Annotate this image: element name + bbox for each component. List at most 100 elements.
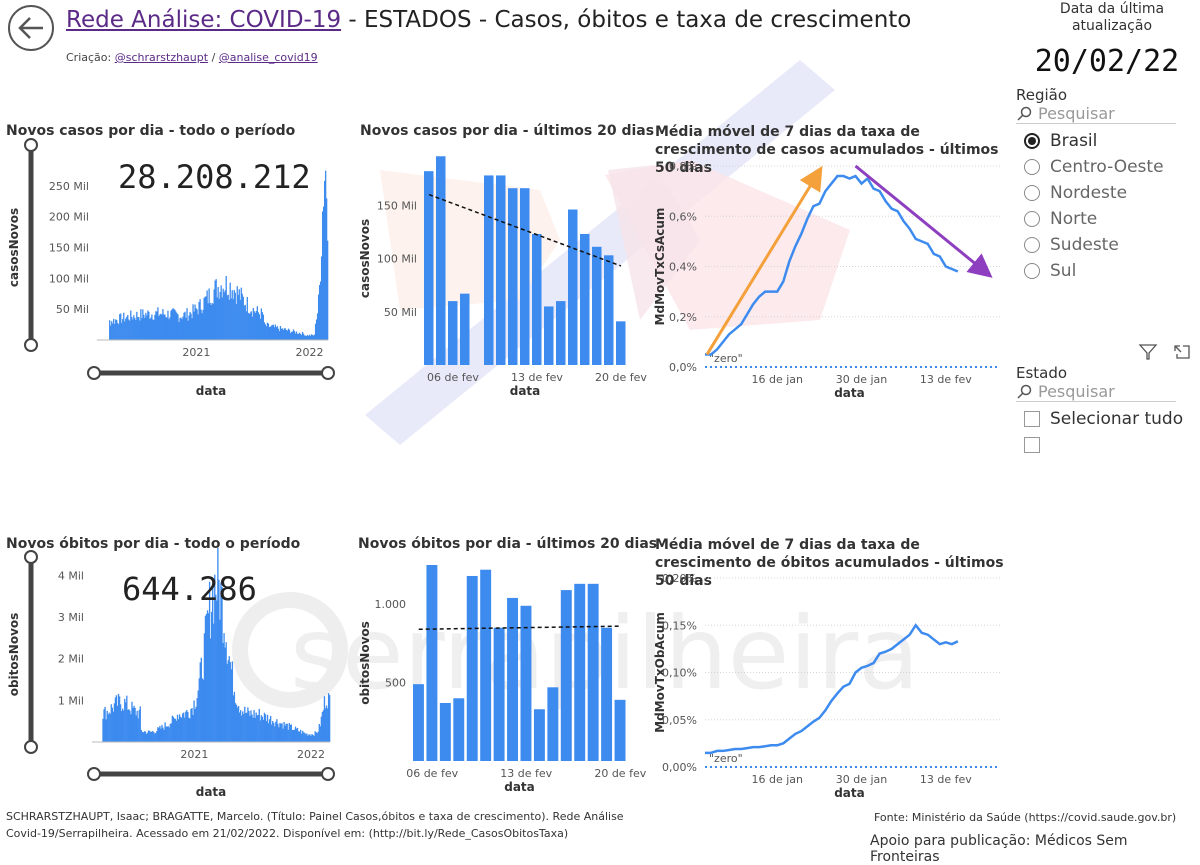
- bar: [231, 661, 234, 742]
- bar: [187, 712, 189, 742]
- bar: [248, 313, 250, 340]
- y-axis-label: casosNovos: [7, 208, 21, 287]
- bar: [580, 234, 590, 365]
- bar: [248, 710, 250, 742]
- bar: [426, 565, 438, 761]
- bar: [121, 322, 123, 340]
- bar: [115, 319, 117, 340]
- bar: [275, 721, 277, 742]
- bar: [286, 723, 288, 742]
- bar: [574, 583, 586, 761]
- bar: [276, 719, 278, 742]
- support-note: Apoio para publicação: Médicos Sem Front…: [870, 833, 1128, 865]
- trend-line: [428, 193, 622, 267]
- region-slicer: Região Pesquisar Brasil Centro-Oeste Norde…: [1016, 86, 1176, 284]
- bar: [274, 726, 276, 742]
- x-tick-label: 2022: [297, 748, 325, 761]
- bar: [252, 717, 254, 742]
- bar: [273, 722, 275, 742]
- x-axis-label: data: [504, 780, 535, 794]
- bar: [110, 325, 112, 340]
- chart-cases-all: casosNovos 50 Mil 100 Mil 150 Mil 200 Mil 250…: [7, 138, 335, 398]
- filter-icon[interactable]: [1138, 343, 1158, 361]
- focus-mode-icon[interactable]: [1172, 343, 1192, 361]
- slider-handle: [24, 138, 38, 152]
- y-tick-label: 1.000: [375, 598, 407, 611]
- region-option-brasil[interactable]: Brasil: [1024, 128, 1176, 154]
- bar: [167, 310, 169, 340]
- bar: [114, 697, 117, 742]
- bar: [223, 292, 225, 340]
- bar: [159, 314, 161, 340]
- bar: [147, 730, 150, 742]
- bar: [161, 314, 163, 340]
- bar: [153, 319, 155, 340]
- region-search[interactable]: Pesquisar: [1016, 104, 1176, 124]
- zero-label: "zero": [709, 352, 743, 365]
- update-date: 20/02/22: [1034, 44, 1180, 79]
- y-tick-label: 0,10%: [662, 667, 697, 680]
- bar: [199, 662, 201, 742]
- bar: [262, 314, 265, 340]
- region-option-nordeste[interactable]: Nordeste: [1024, 180, 1176, 206]
- bar: [168, 319, 170, 340]
- title-link[interactable]: Rede Análise: COVID-19: [66, 7, 342, 33]
- bar: [111, 707, 113, 742]
- radio-button[interactable]: [1024, 185, 1040, 201]
- radio-button[interactable]: [1024, 211, 1040, 227]
- bar: [256, 715, 258, 742]
- search-icon: [1017, 106, 1032, 121]
- credit-link-2[interactable]: @analise_covid19: [218, 51, 318, 64]
- bar: [218, 579, 220, 742]
- bar: [250, 311, 252, 340]
- bar: [125, 318, 127, 340]
- bar: [148, 730, 151, 742]
- bar: [508, 188, 518, 365]
- bar: [297, 731, 300, 742]
- chart-cases-20: casosNovos 50 Mil 100 Mil 150 Mil 06 de fev 1…: [358, 156, 647, 398]
- state-search[interactable]: Pesquisar: [1016, 382, 1176, 402]
- bar: [132, 707, 134, 742]
- back-button[interactable]: [8, 5, 54, 51]
- region-option-centro-oeste[interactable]: Centro-Oeste: [1024, 154, 1176, 180]
- state-slicer: Estado Pesquisar Selecionar tudo: [1016, 364, 1183, 458]
- region-option-sul[interactable]: Sul: [1024, 258, 1176, 284]
- select-all-checkbox[interactable]: [1024, 411, 1040, 427]
- bar: [216, 297, 218, 340]
- bar: [484, 175, 494, 365]
- bar: [236, 707, 239, 742]
- state-select-all[interactable]: Selecionar tudo: [1024, 406, 1183, 432]
- credit-link-1[interactable]: @schrarstzhaupt: [114, 51, 209, 64]
- radio-button[interactable]: [1024, 133, 1040, 149]
- bar: [160, 313, 162, 340]
- radio-button[interactable]: [1024, 263, 1040, 279]
- bar: [316, 313, 319, 340]
- bar: [258, 314, 261, 340]
- bar: [249, 715, 251, 742]
- bar: [272, 324, 275, 340]
- bar: [112, 323, 114, 340]
- blank-option-checkbox[interactable]: [1024, 437, 1040, 453]
- bar: [286, 330, 289, 340]
- bar: [266, 322, 269, 340]
- bar: [178, 714, 181, 742]
- radio-button[interactable]: [1024, 237, 1040, 253]
- citation: SCHRARSTZHAUPT, Isaac; BRAGATTE, Marcelo…: [6, 808, 624, 842]
- bar: [131, 316, 133, 340]
- bar: [141, 318, 143, 340]
- bar: [282, 330, 285, 340]
- bar: [227, 660, 229, 742]
- radio-button[interactable]: [1024, 159, 1040, 175]
- bar: [203, 297, 205, 340]
- bar: [271, 724, 273, 742]
- bar: [277, 723, 279, 742]
- state-option-blank[interactable]: [1024, 432, 1183, 458]
- bar: [317, 731, 319, 742]
- bar: [237, 706, 240, 742]
- bar: [276, 326, 279, 340]
- region-option-norte[interactable]: Norte: [1024, 206, 1176, 232]
- y-tick-label: 0,6%: [669, 210, 697, 223]
- region-option-sudeste[interactable]: Sudeste: [1024, 232, 1176, 258]
- bar: [298, 332, 301, 340]
- bar: [142, 732, 145, 742]
